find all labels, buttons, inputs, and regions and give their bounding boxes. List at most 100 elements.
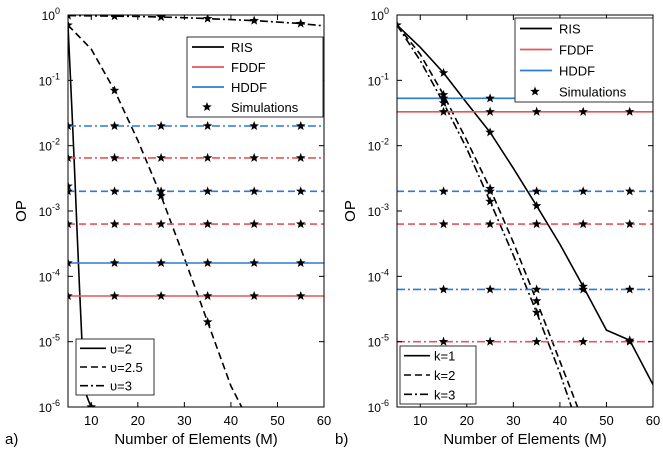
simulation-marker (295, 186, 306, 196)
x-tick-label: 60 (317, 413, 331, 428)
y-axis-label: OP (342, 200, 359, 222)
y-tick-label: 10-4 (368, 267, 389, 284)
y-tick-label: 10-1 (39, 71, 60, 88)
simulation-marker (68, 219, 73, 229)
series-line-1 (397, 24, 653, 386)
simulation-marker (156, 190, 166, 200)
y-tick-label: 10-3 (39, 202, 60, 219)
simulation-marker (156, 121, 166, 131)
legend-secondary-label: υ=2.5 (110, 360, 143, 375)
simulation-marker (109, 152, 120, 162)
x-tick-label: 40 (553, 413, 567, 428)
y-tick-label: 10-1 (368, 71, 389, 88)
x-tick-label: 10 (84, 413, 98, 428)
simulation-marker (624, 284, 635, 294)
simulation-marker (438, 97, 449, 108)
simulation-marker (485, 219, 495, 229)
x-tick-label: 20 (460, 413, 474, 428)
legend-star-icon (530, 86, 540, 96)
simulation-marker (578, 416, 588, 425)
x-tick-label: 10 (413, 413, 427, 428)
y-tick-label: 10-3 (368, 202, 389, 219)
legend-label: HDDF (231, 80, 267, 95)
simulation-marker (202, 219, 213, 229)
simulation-marker (295, 18, 306, 28)
simulation-marker (578, 219, 588, 229)
y-tick-label: 10-6 (39, 398, 60, 415)
legend-label: FDDF (231, 60, 266, 75)
simulation-marker (249, 121, 259, 131)
x-tick-label: 40 (224, 413, 238, 428)
simulation-marker (438, 219, 449, 229)
simulation-marker (249, 15, 259, 25)
simulation-marker (156, 258, 166, 268)
chart-panel-1: 10 20 30 40 50 60 10-6 10-5 10-4 10-3 10-2 10-1 100 N… (5, 6, 331, 448)
simulation-marker (68, 121, 73, 131)
y-tick-label: 10-4 (39, 267, 60, 284)
y-tick-label: 100 (371, 6, 389, 23)
simulation-marker (485, 106, 495, 116)
simulation-marker (110, 15, 119, 21)
legend-secondary: k=1 k=2 k=3 (399, 345, 477, 405)
y-tick-label: 10-2 (39, 137, 60, 154)
simulation-marker (202, 258, 213, 268)
simulation-marker (68, 186, 73, 196)
simulation-marker (156, 15, 166, 22)
y-tick-label: 10-5 (368, 333, 389, 350)
simulation-marker (438, 284, 449, 294)
series-line-1 (68, 25, 92, 407)
legend-box (186, 36, 324, 118)
simulation-marker (531, 284, 542, 294)
legend-secondary-label: υ=3 (110, 379, 132, 394)
x-tick-label: 20 (131, 413, 145, 428)
simulation-marker (68, 152, 73, 162)
simulation-marker (68, 15, 72, 20)
series-line-3 (68, 15, 324, 27)
simulation-marker (109, 219, 120, 229)
simulation-marker (485, 336, 495, 346)
simulation-marker (249, 219, 259, 229)
simulation-marker (156, 291, 166, 301)
legend-label: Simulations (559, 85, 627, 100)
chart-panel-2: 10 20 30 40 50 60 10-6 10-5 10-4 10-3 10-2 10-1 100 N… (335, 6, 660, 448)
simulation-marker (202, 186, 213, 196)
series-line-2 (397, 24, 579, 407)
simulation-marker (624, 106, 635, 116)
legend-secondary-label: k=2 (434, 368, 455, 383)
simulation-marker (438, 93, 449, 103)
simulation-marker (624, 186, 635, 196)
simulation-marker (202, 317, 213, 327)
legend-label: HDDF (559, 64, 595, 79)
legend: RIS FDDF HDDF Simulations (186, 36, 324, 118)
simulation-marker (485, 186, 495, 196)
simulation-marker (485, 196, 495, 206)
y-tick-label: 10-5 (39, 333, 60, 350)
panel-label: a) (5, 431, 18, 448)
simulation-marker (531, 200, 542, 210)
x-tick-label: 50 (270, 413, 284, 428)
simulation-marker (68, 291, 73, 301)
legend-secondary: υ=2 υ=2.5 υ=3 (75, 338, 155, 396)
simulation-marker (249, 186, 259, 196)
legend-box (514, 17, 654, 103)
simulation-marker (202, 15, 213, 23)
x-axis-label: Number of Elements (M) (114, 431, 277, 448)
y-tick-label: 10-2 (368, 137, 389, 154)
simulation-marker (578, 106, 588, 116)
x-tick-label: 30 (177, 413, 191, 428)
y-axis-label: OP (13, 200, 30, 222)
y-tick-label: 100 (42, 6, 60, 23)
simulation-marker (531, 295, 542, 305)
simulation-marker (295, 291, 306, 301)
simulation-marker (438, 186, 449, 196)
simulation-marker (156, 152, 166, 162)
simulation-marker (202, 121, 213, 131)
simulation-marker (109, 85, 120, 95)
x-tick-label: 30 (506, 413, 520, 428)
panel-label: b) (335, 431, 348, 448)
series-group (68, 15, 324, 407)
simulation-marker (485, 93, 495, 103)
simulation-marker (68, 181, 73, 191)
legend-label: FDDF (559, 43, 594, 58)
legend: RIS FDDF HDDF Simulations (514, 17, 654, 103)
